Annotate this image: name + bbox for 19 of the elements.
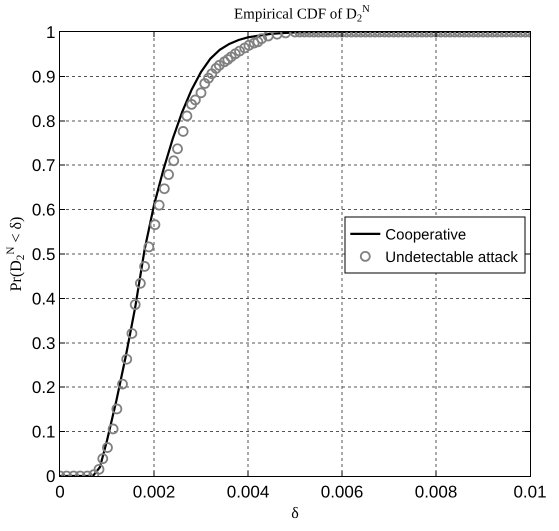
y-tick-label: 0.3 [32, 334, 56, 353]
x-tick-label: 0.008 [414, 482, 458, 502]
y-tick-label: 0.9 [32, 67, 56, 86]
y-tick-label: 0.7 [32, 156, 56, 176]
y-tick-label: 0.6 [32, 200, 56, 220]
y-tick-label: 0.2 [32, 378, 56, 398]
x-tick-label: 0.004 [226, 482, 270, 502]
x-tick-label: 0.01 [513, 482, 547, 502]
x-tick-label: 0.002 [132, 482, 176, 502]
legend-label: Cooperative [385, 226, 466, 244]
y-tick-label: 0.4 [32, 289, 56, 308]
y-tick-label: 0.1 [32, 422, 56, 442]
legend-label: Undetectable attack [385, 249, 518, 266]
y-tick-label: 1 [46, 22, 56, 42]
x-axis-title: δ [291, 505, 299, 522]
y-tick-label: 0 [46, 466, 56, 486]
y-tick-label: 0.8 [32, 112, 56, 131]
y-tick-label: 0.5 [32, 244, 56, 264]
x-tick-label: 0.006 [320, 482, 364, 502]
